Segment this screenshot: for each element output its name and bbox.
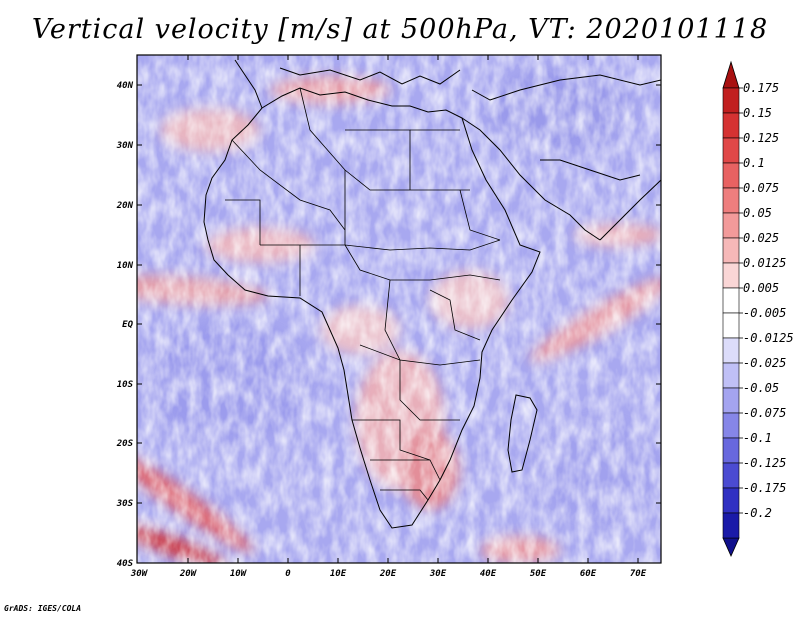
colorbar-swatch [722, 337, 740, 364]
colorbar-label: -0.05 [743, 381, 779, 395]
lat-label: 10S [117, 380, 134, 390]
velocity-field [137, 55, 661, 563]
colorbar-label: 0.075 [743, 181, 779, 195]
lat-label: 20N [116, 201, 134, 211]
colorbar-label: 0.05 [743, 206, 772, 220]
lat-label: 30N [116, 141, 134, 151]
lat-label: 30S [116, 499, 134, 509]
lon-axis: 30W 20W 10W 0 10E 20E 30E 40E 50E 60E 70… [130, 55, 647, 579]
lon-label: 50E [530, 569, 547, 579]
lon-label: 10W [230, 569, 248, 579]
colorbar: 0.175 0.15 0.125 0.1 0.075 0.05 0.025 0.0125 0.0… [722, 60, 794, 557]
lat-label: EQ [122, 320, 133, 330]
colorbar-label: 0.025 [743, 231, 779, 245]
colorbar-label: 0.0125 [743, 256, 786, 270]
colorbar-swatch [722, 312, 740, 339]
colorbar-top-arrow [722, 60, 740, 89]
lat-axis: 40N 30N 20N 10N EQ 10S 20S 30S 40S [116, 81, 661, 569]
colorbar-label: 0.15 [743, 106, 772, 120]
colorbar-swatch [722, 187, 740, 214]
lat-label: 40S [117, 559, 134, 569]
colorbar-swatch [722, 487, 740, 514]
colorbar-swatch [722, 137, 740, 164]
credit-text: GrADS: IGES/COLA [4, 604, 82, 613]
lon-label: 20W [179, 569, 198, 579]
colorbar-label: 0.1 [743, 156, 765, 170]
lat-label: 10N [117, 261, 134, 271]
colorbar-swatch [722, 112, 740, 139]
lon-label: 60E [580, 569, 597, 579]
colorbar-swatch [722, 362, 740, 389]
colorbar-swatch [722, 437, 740, 464]
colorbar-label: 0.005 [743, 281, 779, 295]
colorbar-swatch [722, 512, 740, 539]
map-frame [136, 54, 662, 564]
lon-label: 10E [330, 569, 347, 579]
colorbar-swatch [722, 162, 740, 189]
lon-label: 30E [429, 569, 447, 579]
colorbar-swatch [722, 237, 740, 264]
colorbar-label: -0.2 [743, 506, 772, 520]
colorbar-label: -0.175 [743, 481, 786, 495]
colorbar-label: -0.0125 [743, 331, 794, 345]
colorbar-swatch [722, 462, 740, 489]
colorbar-label: 0.125 [743, 131, 779, 145]
lon-label: 40E [480, 569, 497, 579]
lon-label: 30W [130, 569, 149, 579]
colorbar-label: 0.175 [743, 81, 779, 95]
colorbar-label: -0.025 [743, 356, 786, 370]
coastlines [203, 59, 661, 529]
colorbar-label: -0.125 [743, 456, 786, 470]
colorbar-swatch [722, 287, 740, 314]
colorbar-swatch [722, 87, 740, 114]
lon-label: 0 [285, 569, 291, 579]
lon-label: 70E [630, 569, 647, 579]
country-borders [225, 87, 501, 501]
lon-label: 20E [379, 569, 397, 579]
colorbar-swatch [722, 412, 740, 439]
colorbar-swatch [722, 262, 740, 289]
lat-label: 20S [116, 439, 134, 449]
map-title: Vertical velocity [m/s] at 500hPa, VT: 2… [31, 14, 769, 45]
colorbar-swatch [722, 212, 740, 239]
colorbar-label: -0.075 [743, 406, 786, 420]
lat-label: 40N [117, 81, 134, 91]
colorbar-bottom-arrow [722, 537, 740, 557]
colorbar-label: -0.1 [743, 431, 772, 445]
colorbar-swatch [722, 387, 740, 414]
colorbar-label: -0.005 [743, 306, 786, 320]
